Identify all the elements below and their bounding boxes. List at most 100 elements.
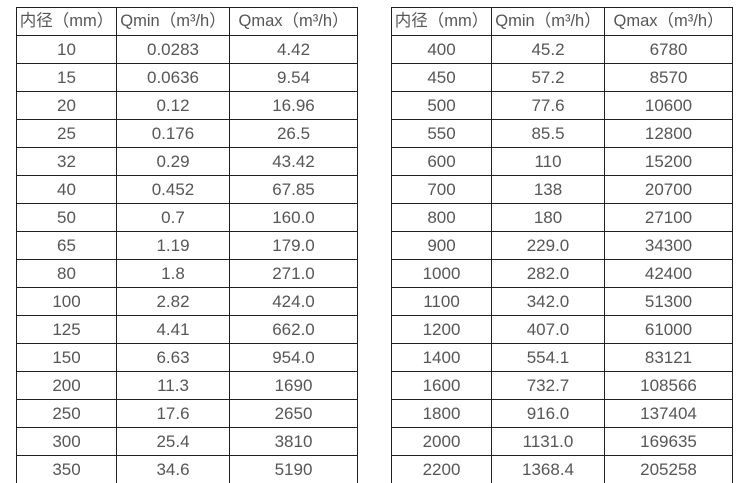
table-cell: 282.0: [491, 259, 605, 288]
table-row: 40 0.452 67.85: [16, 175, 358, 204]
table-row: 100 2.82 424.0: [16, 287, 358, 316]
table-row: 150 6.63 954.0: [16, 343, 358, 372]
table-cell: 138: [491, 175, 605, 204]
table-cell: 700: [391, 175, 492, 204]
table-row: 65 1.19 179.0: [16, 231, 358, 260]
table-row: 1400 554.1 83121: [391, 343, 733, 372]
table-row: 800 180 27100: [391, 203, 733, 232]
table-cell: 4.42: [229, 35, 358, 64]
table-cell: 169635: [604, 427, 733, 456]
table-cell: 15: [16, 63, 117, 92]
table-row: 400 45.2 6780: [391, 35, 733, 64]
table-cell: 0.0636: [116, 63, 230, 92]
table-cell: 2200: [391, 455, 492, 483]
header-diameter: 内径（mm）: [391, 7, 492, 36]
table-cell: 1800: [391, 399, 492, 428]
table-cell: 4.41: [116, 315, 230, 344]
table-cell: 550: [391, 119, 492, 148]
table-cell: 11.3: [116, 371, 230, 400]
table-cell: 954.0: [229, 343, 358, 372]
table-cell: 1.8: [116, 259, 230, 288]
table-cell: 662.0: [229, 315, 358, 344]
table-cell: 160.0: [229, 203, 358, 232]
table-row: 300 25.4 3810: [16, 427, 358, 456]
table-row: 80 1.8 271.0: [16, 259, 358, 288]
table-cell: 80: [16, 259, 117, 288]
table-cell: 20: [16, 91, 117, 120]
table-row: 20 0.12 16.96: [16, 91, 358, 120]
table-row: 1800 916.0 137404: [391, 399, 733, 428]
table-row: 1600 732.7 108566: [391, 371, 733, 400]
table-cell: 77.6: [491, 91, 605, 120]
table-cell: 0.29: [116, 147, 230, 176]
table-cell: 26.5: [229, 119, 358, 148]
table-cell: 229.0: [491, 231, 605, 260]
table-cell: 450: [391, 63, 492, 92]
table-cell: 20700: [604, 175, 733, 204]
table-cell: 1368.4: [491, 455, 605, 483]
table-row: 700 138 20700: [391, 175, 733, 204]
table-cell: 2000: [391, 427, 492, 456]
table-row: 25 0.176 26.5: [16, 119, 358, 148]
table-row: 350 34.6 5190: [16, 455, 358, 483]
table-row: 250 17.6 2650: [16, 399, 358, 428]
table-cell: 8570: [604, 63, 733, 92]
table-cell: 61000: [604, 315, 733, 344]
table-cell: 45.2: [491, 35, 605, 64]
table-row: 200 11.3 1690: [16, 371, 358, 400]
table-cell: 179.0: [229, 231, 358, 260]
table-row: 1000 282.0 42400: [391, 259, 733, 288]
table-header-row: 内径（mm） Qmin（m³/h） Qmax（m³/h）: [16, 7, 358, 36]
table-row: 125 4.41 662.0: [16, 315, 358, 344]
table-cell: 100: [16, 287, 117, 316]
table-cell: 800: [391, 203, 492, 232]
table-cell: 342.0: [491, 287, 605, 316]
table-cell: 10600: [604, 91, 733, 120]
header-qmax: Qmax（m³/h）: [604, 7, 733, 36]
table-cell: 5190: [229, 455, 358, 483]
table-cell: 65: [16, 231, 117, 260]
table-body: 10 0.0283 4.42 15 0.0636 9.54 20 0.12 16.96 25 0.1…: [16, 35, 358, 483]
table-cell: 350: [16, 455, 117, 483]
table-cell: 1600: [391, 371, 492, 400]
table-cell: 600: [391, 147, 492, 176]
table-cell: 180: [491, 203, 605, 232]
table-cell: 6.63: [116, 343, 230, 372]
table-cell: 16.96: [229, 91, 358, 120]
table-cell: 424.0: [229, 287, 358, 316]
table-row: 450 57.2 8570: [391, 63, 733, 92]
spec-table-right: 内径（mm） Qmin（m³/h） Qmax（m³/h） 400 45.2 6780…: [391, 7, 733, 483]
table-row: 500 77.6 10600: [391, 91, 733, 120]
table-row: 50 0.7 160.0: [16, 203, 358, 232]
table-cell: 1200: [391, 315, 492, 344]
table-row: 2000 1131.0 169635: [391, 427, 733, 456]
table-cell: 27100: [604, 203, 733, 232]
table-cell: 85.5: [491, 119, 605, 148]
table-cell: 0.452: [116, 175, 230, 204]
table-cell: 57.2: [491, 63, 605, 92]
table-cell: 1.19: [116, 231, 230, 260]
table-cell: 300: [16, 427, 117, 456]
table-cell: 40: [16, 175, 117, 204]
table-body: 400 45.2 6780 450 57.2 8570 500 77.6 10600 550 85.…: [391, 35, 733, 483]
table-cell: 51300: [604, 287, 733, 316]
table-row: 550 85.5 12800: [391, 119, 733, 148]
table-cell: 1690: [229, 371, 358, 400]
table-cell: 250: [16, 399, 117, 428]
table-cell: 205258: [604, 455, 733, 483]
table-row: 2200 1368.4 205258: [391, 455, 733, 483]
table-cell: 0.0283: [116, 35, 230, 64]
table-row: 32 0.29 43.42: [16, 147, 358, 176]
table-cell: 42400: [604, 259, 733, 288]
table-cell: 32: [16, 147, 117, 176]
header-diameter: 内径（mm）: [16, 7, 117, 36]
table-row: 1200 407.0 61000: [391, 315, 733, 344]
table-cell: 1131.0: [491, 427, 605, 456]
table-cell: 271.0: [229, 259, 358, 288]
table-cell: 2650: [229, 399, 358, 428]
table-cell: 125: [16, 315, 117, 344]
table-cell: 0.7: [116, 203, 230, 232]
table-cell: 25: [16, 119, 117, 148]
table-row: 900 229.0 34300: [391, 231, 733, 260]
